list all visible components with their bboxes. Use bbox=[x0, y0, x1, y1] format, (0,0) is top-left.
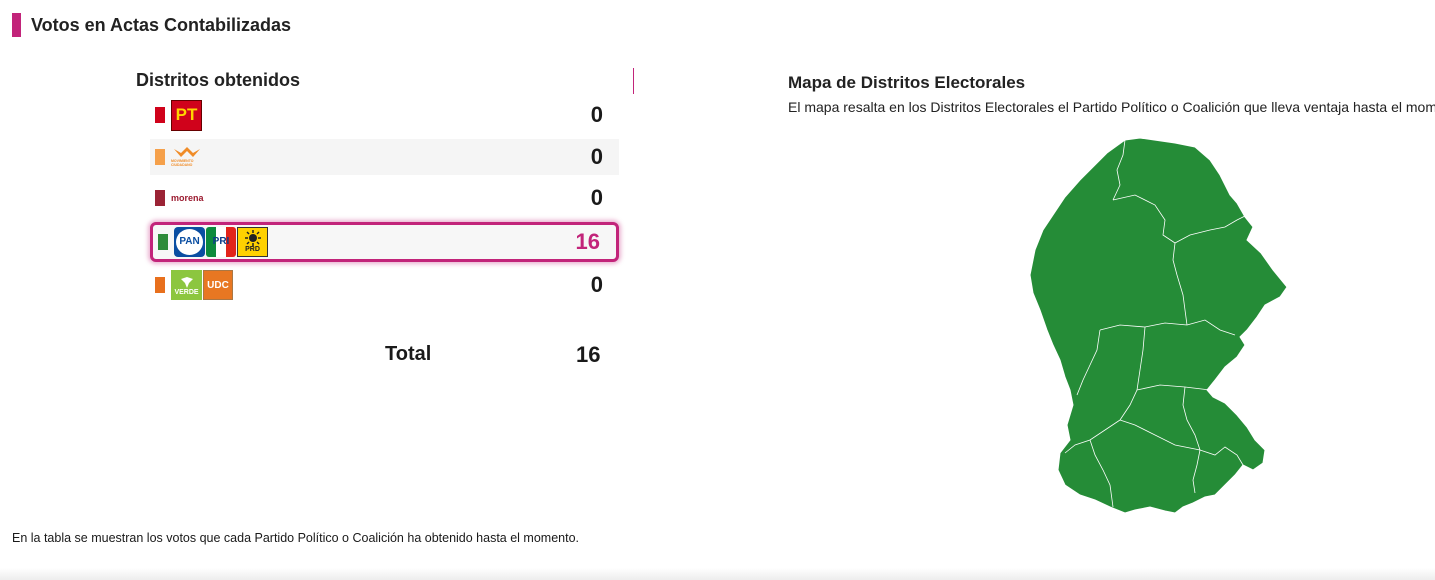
table-row-verde-udc[interactable]: VERDE UDC 0 bbox=[150, 267, 619, 303]
toucan-icon bbox=[180, 276, 193, 288]
bottom-band bbox=[0, 568, 1435, 580]
section-accent-bar bbox=[12, 13, 21, 37]
verde-logo-icon: VERDE bbox=[171, 270, 202, 300]
party-color-swatch bbox=[155, 190, 165, 206]
state-outline[interactable] bbox=[1029, 137, 1288, 514]
map-title: Mapa de Distritos Electorales bbox=[788, 73, 1026, 92]
table-row-pan-pri-prd[interactable]: PAN PRI PRD 16 bbox=[150, 221, 619, 262]
footnote: En la tabla se muestran los votos que ca… bbox=[12, 531, 580, 545]
sun-icon bbox=[244, 230, 261, 246]
morena-logo-icon: morena bbox=[171, 193, 204, 203]
party-color-swatch bbox=[155, 107, 165, 123]
section-title: Votos en Actas Contabilizadas bbox=[31, 14, 292, 35]
pan-logo-icon: PAN bbox=[174, 226, 205, 257]
party-color-swatch bbox=[155, 277, 165, 293]
district-count: 0 bbox=[590, 185, 603, 210]
total-label: Total bbox=[385, 343, 432, 365]
udc-logo-icon: UDC bbox=[203, 270, 233, 300]
total-value: 16 bbox=[576, 342, 601, 367]
movimiento-ciudadano-logo-icon: MOVIMIENTO CIUDADANO bbox=[171, 146, 202, 167]
coahuila-districts-map[interactable] bbox=[1025, 135, 1295, 520]
district-count: 0 bbox=[590, 143, 603, 169]
map-description: El mapa resalta en los Distritos Elector… bbox=[788, 99, 1435, 115]
district-count: 0 bbox=[590, 272, 603, 297]
party-color-swatch bbox=[155, 148, 165, 165]
district-count: 0 bbox=[590, 102, 603, 127]
prd-logo-icon: PRD bbox=[237, 226, 268, 257]
districts-table: PT 0 MOVIMIENTO CIUDADANO 0 morena 0 PAN… bbox=[150, 97, 619, 309]
table-row-mc[interactable]: MOVIMIENTO CIUDADANO 0 bbox=[150, 138, 619, 175]
table-row-pt[interactable]: PT 0 bbox=[150, 97, 619, 133]
pt-logo-icon: PT bbox=[171, 99, 202, 131]
pri-logo-icon: PRI bbox=[206, 226, 236, 257]
district-borders bbox=[1064, 139, 1248, 508]
vertical-divider bbox=[633, 68, 634, 94]
eagle-icon bbox=[173, 146, 200, 157]
districts-title: Distritos obtenidos bbox=[136, 70, 301, 90]
table-row-morena[interactable]: morena 0 bbox=[150, 180, 619, 216]
district-count: 16 bbox=[575, 228, 600, 254]
party-color-swatch bbox=[158, 233, 168, 250]
section-header: Votos en Actas Contabilizadas bbox=[12, 13, 291, 37]
